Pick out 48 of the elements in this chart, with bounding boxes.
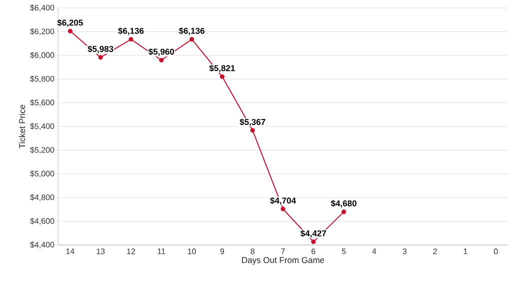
point <box>98 55 103 60</box>
x-tick-label: 11 <box>158 248 166 254</box>
data-label: $4,704 <box>270 197 296 205</box>
x-tick-label: 5 <box>342 248 346 254</box>
x-tick-label: 12 <box>127 248 136 254</box>
data-label: $5,960 <box>148 48 174 56</box>
x-tick-label: 13 <box>96 248 105 254</box>
x-tick-label: 14 <box>66 248 74 254</box>
y-tick-label: $5,600 <box>30 99 54 106</box>
x-tick-label: 3 <box>402 248 406 254</box>
y-tick-label: $6,000 <box>30 52 54 59</box>
x-tick-label: 1 <box>464 248 468 254</box>
x-tick-label: 4 <box>372 248 376 254</box>
data-label: $6,136 <box>178 27 204 36</box>
point <box>189 36 194 42</box>
point <box>311 240 316 244</box>
y-tick-label: $5,800 <box>30 76 54 83</box>
data-label: $5,821 <box>209 64 235 72</box>
data-label: $4,680 <box>330 200 356 208</box>
y-tick-label: $5,000 <box>30 170 54 178</box>
y-tick-label: $5,200 <box>30 146 54 154</box>
x-axis-title: Days Out From Game <box>242 257 324 265</box>
data-label: $6,136 <box>118 27 144 36</box>
x-tick-label: 10 <box>188 248 196 254</box>
x-tick-label: 8 <box>250 248 254 254</box>
y-tick-label: $6,200 <box>30 28 54 36</box>
y-tick-label: $6,400 <box>30 4 54 12</box>
data-label: $5,983 <box>88 46 114 54</box>
y-tick-label: $4,400 <box>30 242 54 248</box>
x-tick-label: 7 <box>281 248 285 254</box>
y-axis-title: Ticket Price <box>18 104 26 148</box>
point <box>280 206 286 212</box>
x-tick-label: 2 <box>433 248 437 254</box>
point <box>220 74 224 79</box>
point <box>159 58 164 62</box>
y-tick-label: $5,400 <box>30 123 54 130</box>
x-tick-label: 6 <box>312 248 316 254</box>
data-label: $5,367 <box>240 118 266 126</box>
x-tick-label: 0 <box>494 248 498 254</box>
point <box>128 36 134 42</box>
y-tick-label: $4,800 <box>30 194 54 202</box>
data-label: $6,205 <box>57 19 83 27</box>
point <box>68 28 72 34</box>
y-tick-label: $4,600 <box>30 218 54 225</box>
x-tick-label: 9 <box>220 248 224 254</box>
data-label: $4,427 <box>300 230 326 238</box>
point <box>250 128 255 133</box>
point <box>342 210 346 214</box>
